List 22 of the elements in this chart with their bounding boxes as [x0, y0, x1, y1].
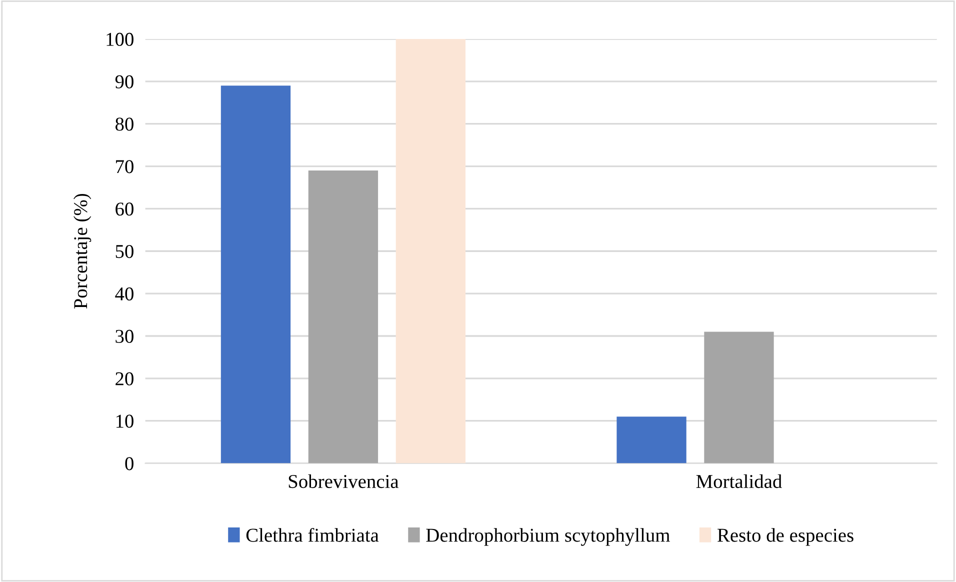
y-axis-title: Porcentaje (%): [74, 194, 92, 309]
bar: [308, 170, 378, 464]
y-tick-label: 60: [116, 202, 134, 216]
y-tick-label: 80: [116, 118, 134, 131]
y-tick-label: 0: [125, 457, 134, 470]
legend-label: Resto de especies: [718, 528, 854, 546]
bar: [396, 38, 466, 464]
y-tick-label: 100: [106, 32, 134, 46]
bar: [220, 86, 291, 464]
y-tick-label: 90: [115, 75, 134, 88]
legend-label: Dendrophorbium scytophyllum: [426, 528, 670, 546]
x-tick-label: Mortalidad: [696, 474, 782, 488]
y-tick-label: 30: [116, 330, 134, 343]
y-tick-label: 20: [116, 372, 134, 386]
y-tick-label: 50: [116, 244, 134, 258]
x-tick-label: Sobrevivencia: [288, 474, 399, 488]
bar: [616, 416, 686, 464]
y-tick-label: 70: [116, 160, 134, 174]
bar: [704, 332, 774, 464]
legend-label: Clethra fimbriata: [246, 528, 379, 542]
y-tick-label: 10: [116, 414, 134, 428]
y-tick-label: 40: [115, 287, 134, 300]
